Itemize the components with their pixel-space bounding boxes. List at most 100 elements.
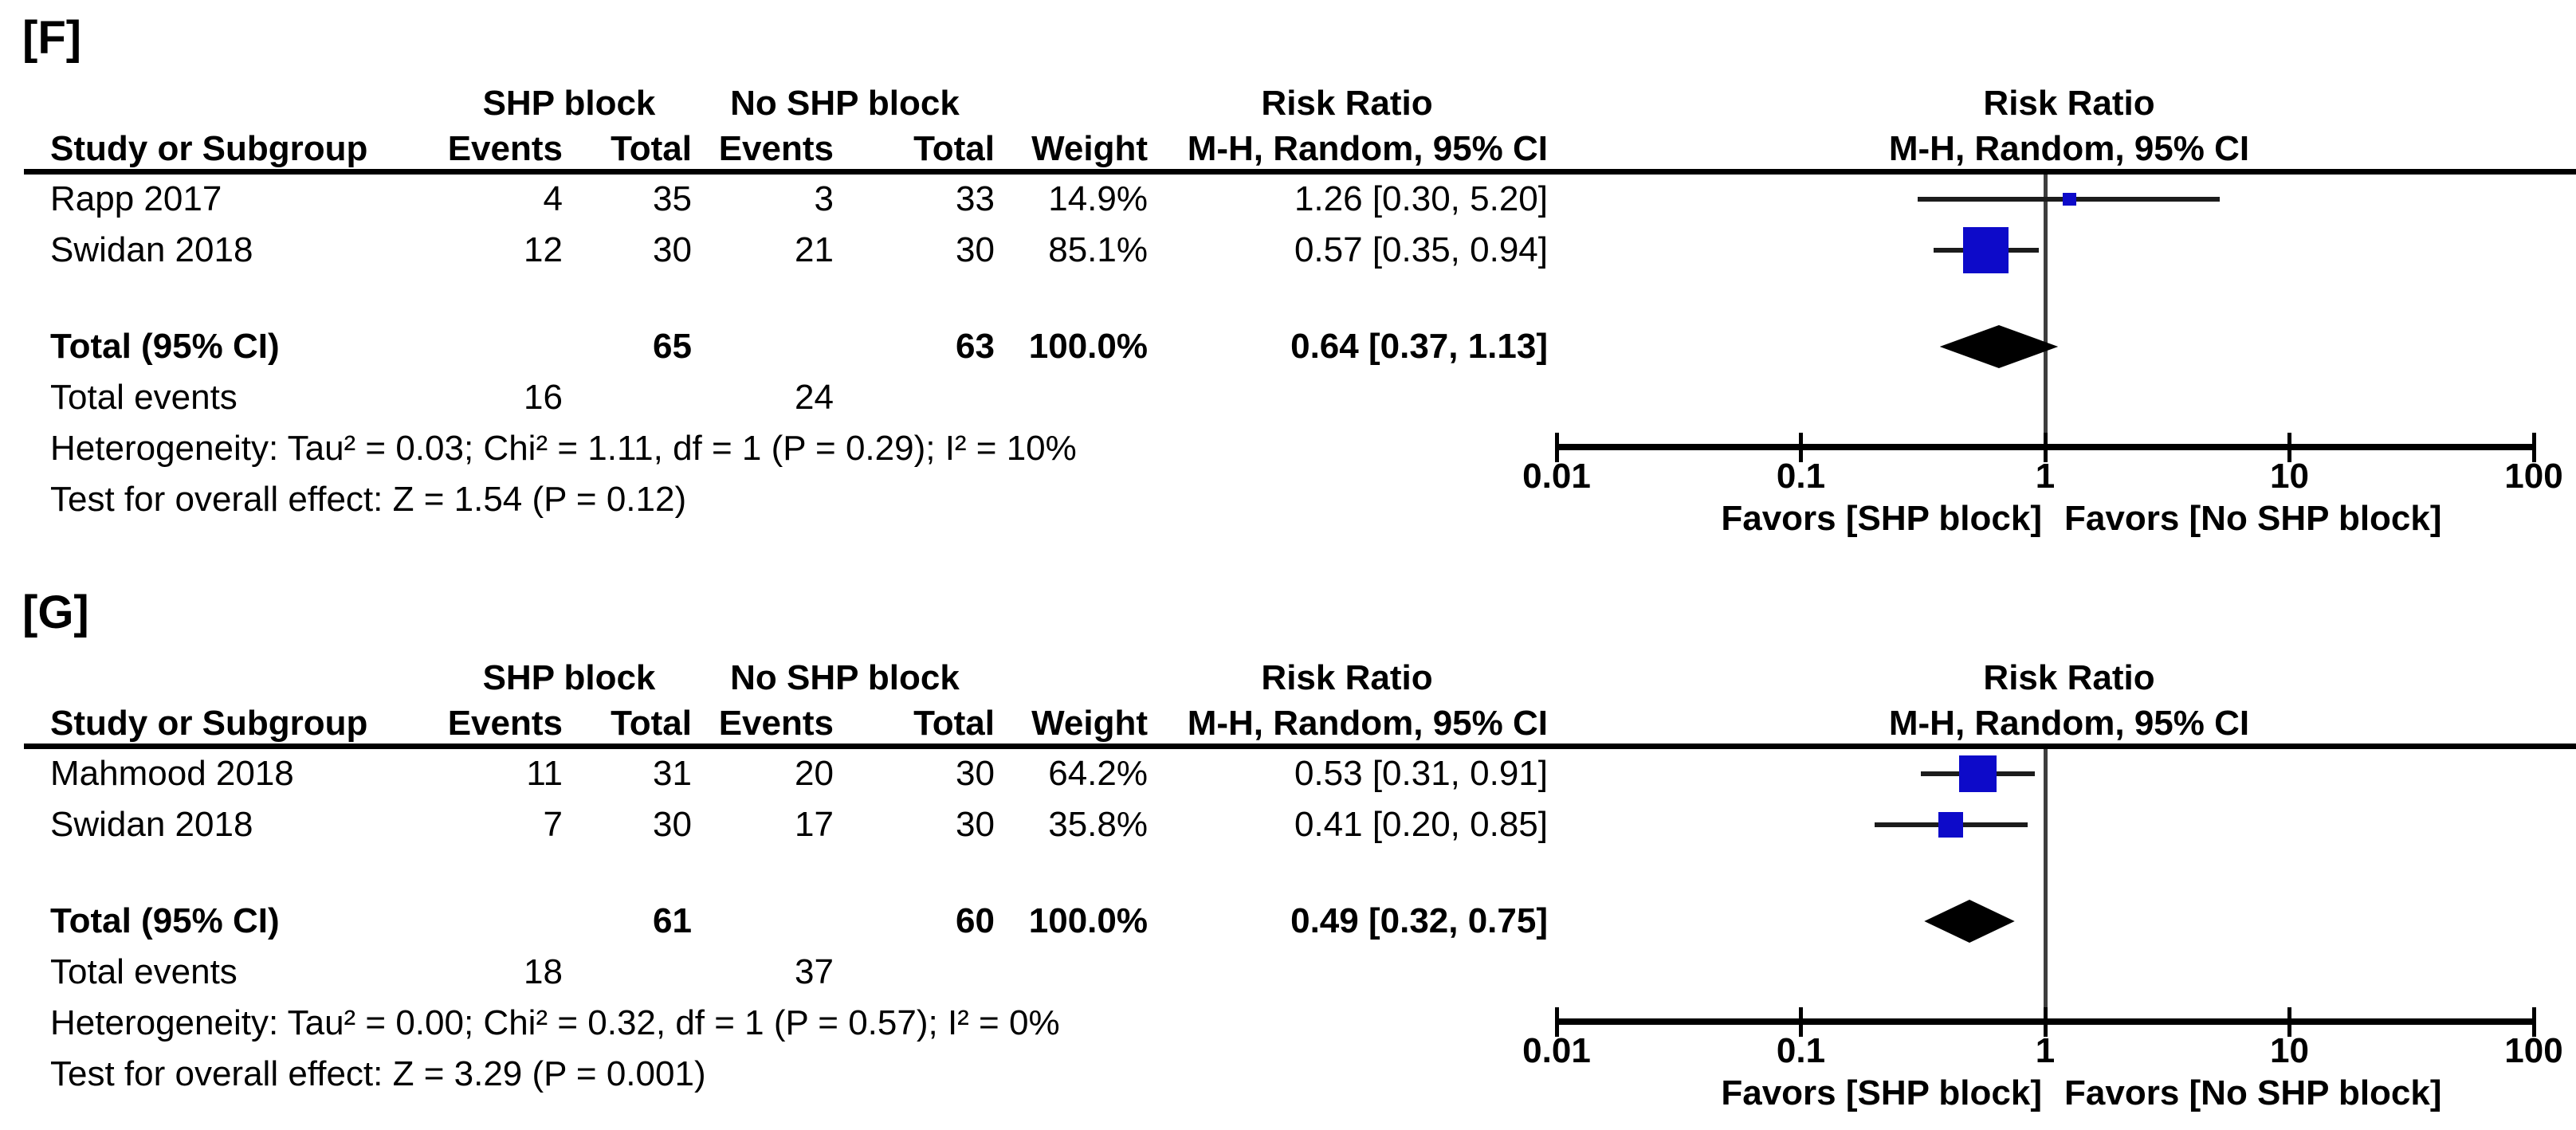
weight-cell: 64.2%: [1048, 754, 1148, 793]
favors-right-label: Favors [No SHP block]: [2064, 1073, 2442, 1112]
plot-header-ci: M-H, Random, 95% CI: [1888, 704, 2250, 743]
group-header-control: No SHP block: [730, 658, 960, 697]
group-header-effect: Risk Ratio: [1261, 84, 1433, 123]
x-axis-tick-label: 100: [2504, 457, 2563, 496]
reference-line: [2043, 749, 2048, 1022]
summary-diamond: [1924, 900, 2015, 943]
panel-label: [G]: [22, 587, 89, 638]
ci-cell: 1.26 [0.30, 5.20]: [1294, 179, 1548, 218]
total2-cell: 60: [956, 901, 995, 940]
x-axis-tick: [2043, 433, 2048, 462]
weight-cell: 35.8%: [1048, 805, 1148, 844]
x-axis-tick: [2043, 1007, 2048, 1037]
events2-cell: 21: [795, 230, 834, 269]
column-header-weight: Weight: [1031, 129, 1148, 168]
x-axis-tick: [1799, 1007, 1803, 1037]
x-axis-tick: [2531, 433, 2536, 462]
panel-label: [F]: [22, 12, 82, 64]
x-axis-tick: [2531, 1007, 2536, 1037]
column-header-ci: M-H, Random, 95% CI: [1187, 704, 1548, 743]
column-header-total2: Total: [913, 704, 995, 743]
study-name: Swidan 2018: [50, 230, 253, 269]
x-axis-tick: [1799, 433, 1803, 462]
total1-cell: 31: [653, 754, 692, 793]
x-axis-tick: [2287, 433, 2291, 462]
favors-left-label: Favors [SHP block]: [1721, 1073, 2042, 1112]
column-header-ci: M-H, Random, 95% CI: [1187, 129, 1548, 168]
favors-left-label: Favors [SHP block]: [1721, 499, 2042, 538]
column-header-total1: Total: [611, 704, 692, 743]
events1-cell: 12: [524, 230, 563, 269]
events2-cell: 3: [814, 179, 834, 218]
x-axis-tick: [1554, 1007, 1559, 1037]
study-marker: [1962, 227, 2009, 273]
group-header-control: No SHP block: [730, 84, 960, 123]
study-marker: [2063, 192, 2077, 206]
weight-cell: 14.9%: [1048, 179, 1148, 218]
total1-cell: 30: [653, 805, 692, 844]
column-header-study: Study or Subgroup: [50, 129, 368, 168]
heterogeneity-text: Heterogeneity: Tau² = 0.03; Chi² = 1.11,…: [50, 429, 1077, 468]
total2-cell: 30: [956, 230, 995, 269]
ci-cell: 0.41 [0.20, 0.85]: [1294, 805, 1548, 844]
study-name: Rapp 2017: [50, 179, 222, 218]
column-header-total1: Total: [611, 129, 692, 168]
column-header-events2: Events: [718, 129, 834, 168]
total1-cell: 30: [653, 230, 692, 269]
total-label: Total (95% CI): [50, 901, 280, 940]
column-header-total2: Total: [913, 129, 995, 168]
group-header-effect: Risk Ratio: [1261, 658, 1433, 697]
total2-cell: 33: [956, 179, 995, 218]
column-header-events1: Events: [447, 704, 563, 743]
weight-cell: 100.0%: [1028, 901, 1148, 940]
total2-cell: 30: [956, 805, 995, 844]
x-axis-tick-label: 10: [2270, 457, 2309, 496]
total-events-label: Total events: [50, 952, 238, 991]
x-axis-tick: [1554, 433, 1559, 462]
events1-cell: 18: [524, 952, 563, 991]
overall-effect-text: Test for overall effect: Z = 1.54 (P = 0…: [50, 480, 687, 519]
plot-header-ci: M-H, Random, 95% CI: [1888, 129, 2250, 168]
group-header-experimental: SHP block: [482, 84, 656, 123]
study-name: Swidan 2018: [50, 805, 253, 844]
weight-cell: 85.1%: [1048, 230, 1148, 269]
plot-header-effect: Risk Ratio: [1983, 658, 2155, 697]
events2-cell: 17: [795, 805, 834, 844]
column-header-weight: Weight: [1031, 704, 1148, 743]
reference-line: [2043, 175, 2048, 447]
x-axis-tick-label: 100: [2504, 1031, 2563, 1070]
x-axis-tick-label: 1: [2035, 1031, 2056, 1070]
total1-cell: 65: [653, 327, 692, 366]
total-label: Total (95% CI): [50, 327, 280, 366]
events1-cell: 11: [526, 754, 563, 793]
x-axis-tick-label: 1: [2035, 457, 2056, 496]
x-axis-tick: [2287, 1007, 2291, 1037]
events2-cell: 24: [795, 378, 834, 417]
study-marker: [1959, 755, 1997, 793]
total1-cell: 61: [653, 901, 692, 940]
x-axis-tick-label: 0.01: [1522, 1031, 1591, 1070]
ci-cell: 0.57 [0.35, 0.94]: [1294, 230, 1548, 269]
events2-cell: 37: [795, 952, 834, 991]
total2-cell: 63: [956, 327, 995, 366]
x-axis-tick-label: 10: [2270, 1031, 2309, 1070]
events1-cell: 4: [543, 179, 563, 218]
ci-cell: 0.53 [0.31, 0.91]: [1294, 754, 1548, 793]
column-header-study: Study or Subgroup: [50, 704, 368, 743]
events2-cell: 20: [795, 754, 834, 793]
total-events-label: Total events: [50, 378, 238, 417]
plot-header-effect: Risk Ratio: [1983, 84, 2155, 123]
weight-cell: 100.0%: [1028, 327, 1148, 366]
total2-cell: 30: [956, 754, 995, 793]
study-name: Mahmood 2018: [50, 754, 294, 793]
x-axis-tick-label: 0.1: [1776, 1031, 1826, 1070]
column-header-events2: Events: [718, 704, 834, 743]
favors-right-label: Favors [No SHP block]: [2064, 499, 2442, 538]
events1-cell: 7: [543, 805, 563, 844]
x-axis-tick-label: 0.1: [1776, 457, 1826, 496]
group-header-experimental: SHP block: [482, 658, 656, 697]
overall-effect-text: Test for overall effect: Z = 3.29 (P = 0…: [50, 1054, 706, 1093]
